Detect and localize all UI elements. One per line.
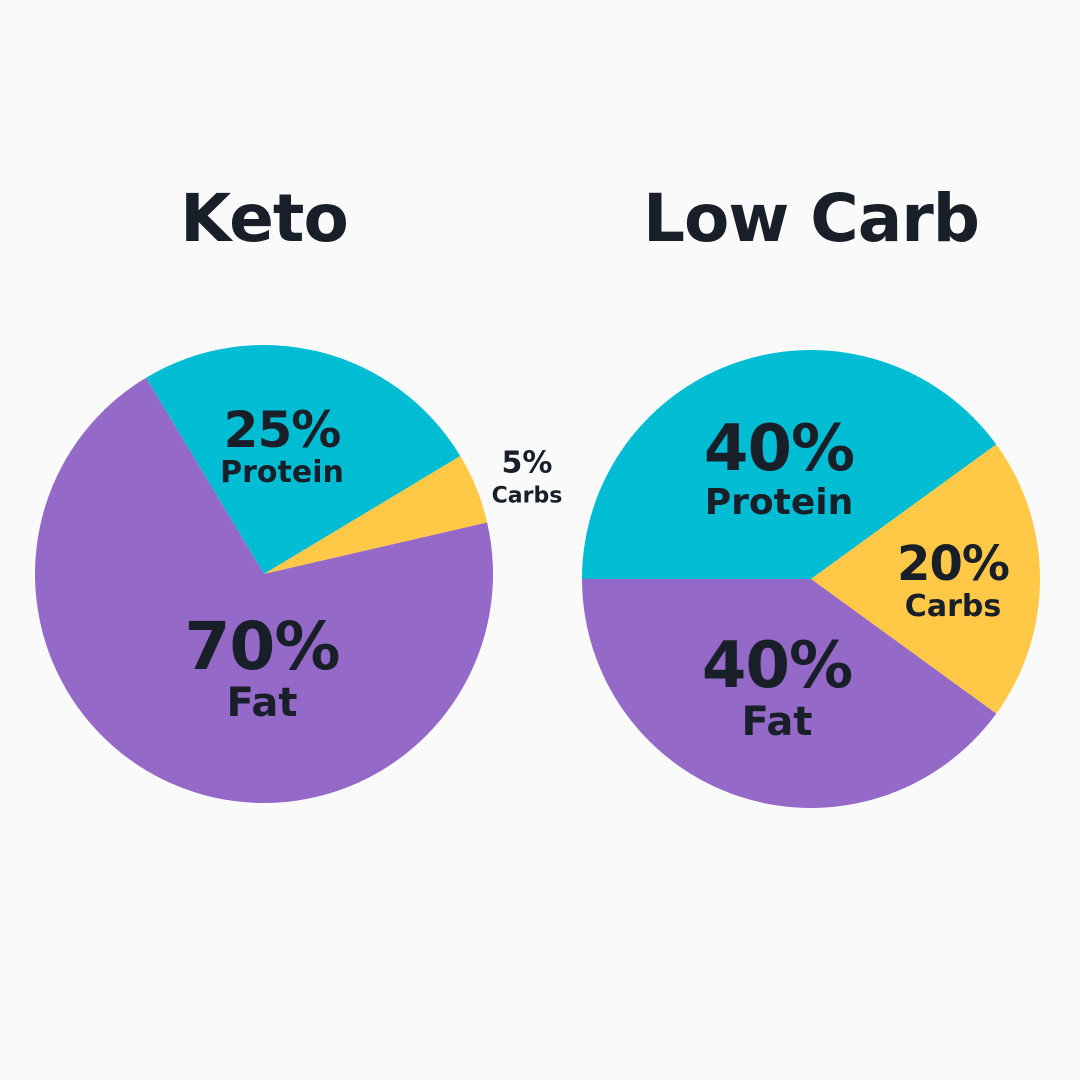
keto-carbs-value: 5% — [501, 445, 553, 481]
low-carb-chart-title: Low Carb — [642, 180, 980, 257]
low-carb-pie-chart — [582, 350, 1040, 808]
keto-protein-value: 25% — [223, 400, 342, 459]
pie-slice-protein — [146, 345, 461, 574]
keto-fat-name: Fat — [226, 680, 298, 727]
low-carb-protein-name: Protein — [704, 482, 854, 524]
pie-slice-protein — [582, 350, 997, 579]
low-carb-fat-name: Fat — [741, 698, 813, 745]
keto-fat-value: 70% — [184, 607, 341, 685]
pie-slice-carbs — [811, 444, 1040, 714]
keto-protein-label: 25% Protein — [220, 403, 344, 489]
low-carb-fat-label: 40% Fat — [701, 628, 853, 745]
keto-fat-label: 70% Fat — [184, 607, 341, 727]
low-carb-carbs-value: 20% — [897, 535, 1010, 592]
keto-carbs-name: Carbs — [491, 483, 563, 509]
low-carb-fat-value: 40% — [701, 628, 853, 703]
pie-slice-fat — [582, 579, 997, 808]
low-carb-protein-label: 40% Protein — [703, 412, 855, 524]
low-carb-protein-value: 40% — [703, 412, 855, 487]
keto-protein-name: Protein — [220, 454, 344, 490]
low-carb-carbs-name: Carbs — [904, 588, 1002, 624]
low-carb-carbs-label: 20% Carbs — [897, 535, 1010, 624]
keto-pie-chart — [35, 345, 493, 803]
keto-chart-title: Keto — [180, 180, 349, 257]
pie-slice-fat — [35, 377, 493, 803]
pie-slice-carbs — [264, 456, 488, 574]
keto-carbs-label: 5% Carbs — [491, 445, 563, 509]
